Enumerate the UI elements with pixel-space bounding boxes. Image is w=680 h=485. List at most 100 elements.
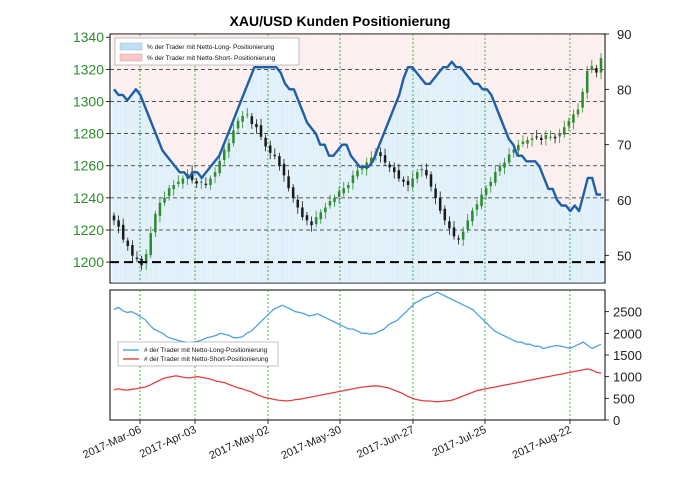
candle-body bbox=[135, 257, 139, 259]
candle-body bbox=[291, 187, 295, 198]
candle-body bbox=[163, 197, 166, 203]
candle-body bbox=[126, 240, 130, 247]
candle-body bbox=[562, 127, 566, 135]
long-share-band bbox=[537, 166, 543, 283]
candle-body bbox=[540, 137, 543, 141]
candle-body bbox=[457, 238, 460, 240]
lower-tick-label: 2000 bbox=[613, 326, 642, 341]
candle-body bbox=[301, 207, 304, 218]
short-share-band bbox=[423, 34, 429, 84]
candle-body bbox=[397, 170, 401, 179]
long-share-band bbox=[195, 172, 200, 283]
short-share-band bbox=[458, 34, 464, 68]
candle-body bbox=[296, 199, 300, 208]
short-share-band bbox=[124, 34, 130, 101]
candle-body bbox=[590, 66, 594, 70]
upper-panel-frame bbox=[109, 33, 606, 284]
long-share-band bbox=[124, 100, 130, 284]
long-share-band bbox=[168, 161, 174, 283]
short-share-band bbox=[370, 34, 376, 162]
long-share-band bbox=[590, 177, 595, 283]
lower-tick-label: 1500 bbox=[613, 348, 642, 363]
candle-body bbox=[337, 191, 341, 197]
candle-body bbox=[581, 91, 584, 108]
short-share-band bbox=[585, 34, 591, 178]
long-share-band bbox=[462, 72, 468, 283]
candle-body bbox=[333, 197, 336, 203]
candle-body bbox=[567, 120, 571, 127]
long-share-band bbox=[502, 128, 507, 283]
x-tick-label: 2017-Mar-06 bbox=[81, 424, 143, 461]
long-share-band bbox=[436, 72, 442, 283]
candle-body bbox=[273, 154, 277, 157]
long-share-band bbox=[339, 144, 345, 283]
long-share-band bbox=[190, 172, 196, 283]
long-share-band bbox=[598, 194, 604, 283]
long-share-band bbox=[585, 177, 591, 283]
candle-body bbox=[549, 136, 552, 138]
long-share-band bbox=[269, 67, 275, 283]
candle-body bbox=[154, 213, 157, 233]
short-share-band bbox=[339, 34, 345, 145]
left-tick-label: 1200 bbox=[73, 254, 104, 270]
long-share-band bbox=[173, 166, 178, 283]
candle-body bbox=[360, 167, 364, 170]
candle-body bbox=[190, 171, 194, 181]
long-share-band bbox=[155, 139, 161, 283]
short-share-band bbox=[208, 34, 214, 167]
candle-body bbox=[250, 116, 254, 124]
long-share-band bbox=[357, 166, 363, 283]
candle-body bbox=[347, 185, 350, 189]
short-share-band bbox=[432, 34, 437, 79]
short-share-band bbox=[480, 34, 486, 90]
short-share-band bbox=[467, 34, 472, 79]
x-tick-label: 2017-Aug-22 bbox=[511, 424, 574, 462]
left-tick-label: 1320 bbox=[73, 61, 104, 77]
long-share-band bbox=[186, 177, 192, 283]
lower-tick-label: 1000 bbox=[613, 370, 642, 385]
price-candlesticks bbox=[112, 53, 603, 271]
long-share-band bbox=[388, 117, 393, 283]
short-share-band bbox=[519, 34, 525, 156]
left-tick-label: 1260 bbox=[73, 158, 104, 174]
long-share-band bbox=[396, 94, 402, 283]
long-share-band bbox=[467, 78, 472, 284]
short-share-band bbox=[309, 34, 314, 129]
candle-body bbox=[530, 138, 534, 141]
lower-axis-ticks: 0 500 1000 1500 2000 2500 bbox=[605, 305, 642, 428]
long-share-band bbox=[366, 166, 371, 283]
candle-body bbox=[599, 58, 603, 73]
candle-body bbox=[521, 141, 525, 144]
x-tick-label: 2017-May-30 bbox=[279, 424, 343, 462]
candle-body bbox=[383, 155, 387, 163]
long-share-band bbox=[151, 128, 156, 283]
short-share-band bbox=[563, 34, 569, 206]
candle-body bbox=[314, 217, 318, 225]
long-share-band bbox=[471, 83, 477, 283]
long-share-band bbox=[361, 166, 367, 283]
short-share-band bbox=[550, 34, 556, 189]
long-share-band bbox=[576, 211, 582, 283]
long-share-band bbox=[203, 172, 209, 283]
short-share-band bbox=[225, 34, 231, 134]
candle-body bbox=[218, 160, 221, 174]
candle-body bbox=[448, 221, 451, 229]
lower-legend: # der Trader mit Netto-Long-Positionieru… bbox=[117, 341, 279, 367]
candle-body bbox=[438, 197, 442, 211]
short-share-band bbox=[221, 34, 227, 145]
candle-body bbox=[172, 185, 175, 190]
short-share-band bbox=[572, 34, 578, 206]
short-share-band bbox=[357, 34, 363, 167]
long-share-band bbox=[164, 155, 170, 283]
lower-tick-label: 500 bbox=[613, 391, 635, 406]
candle-body bbox=[282, 163, 286, 176]
candle-body bbox=[342, 188, 345, 194]
left-tick-label: 1340 bbox=[73, 29, 104, 45]
candle-body bbox=[411, 178, 414, 187]
short-share-band bbox=[554, 34, 560, 200]
long-share-band bbox=[484, 89, 490, 283]
long-share-band bbox=[449, 61, 455, 283]
right-tick-label: 50 bbox=[617, 248, 631, 263]
long-share-band bbox=[230, 122, 235, 284]
candle-body bbox=[461, 231, 465, 240]
